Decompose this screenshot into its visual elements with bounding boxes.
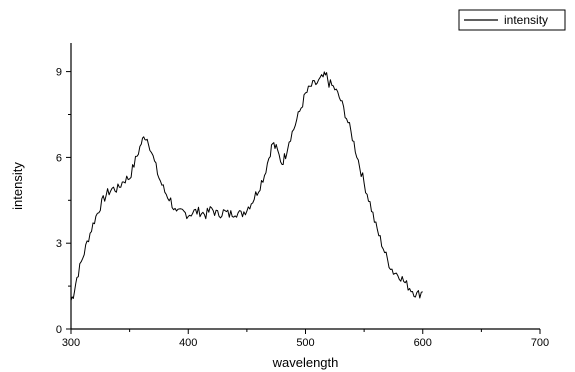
- y-tick-label: 3: [56, 238, 62, 250]
- y-tick-label: 9: [56, 67, 62, 79]
- x-tick-label: 300: [62, 337, 80, 349]
- legend-box: [458, 9, 566, 31]
- x-tick-label: 400: [179, 337, 197, 349]
- x-axis-title: wavelength: [272, 355, 339, 370]
- y-tick-label: 0: [56, 324, 62, 336]
- plot-area: 300 400 500 600 700 0 3 6 9 wavelength intensity: [10, 43, 549, 370]
- x-tick-label: 500: [296, 337, 314, 349]
- legend: intensity: [458, 9, 566, 31]
- y-axis-title: intensity: [10, 162, 25, 210]
- series-line-intensity: [70, 71, 423, 301]
- y-tick-label: 6: [56, 152, 62, 164]
- x-tick-label: 600: [414, 337, 432, 349]
- x-tick-label: 700: [531, 337, 549, 349]
- legend-entry-intensity: intensity: [504, 13, 548, 27]
